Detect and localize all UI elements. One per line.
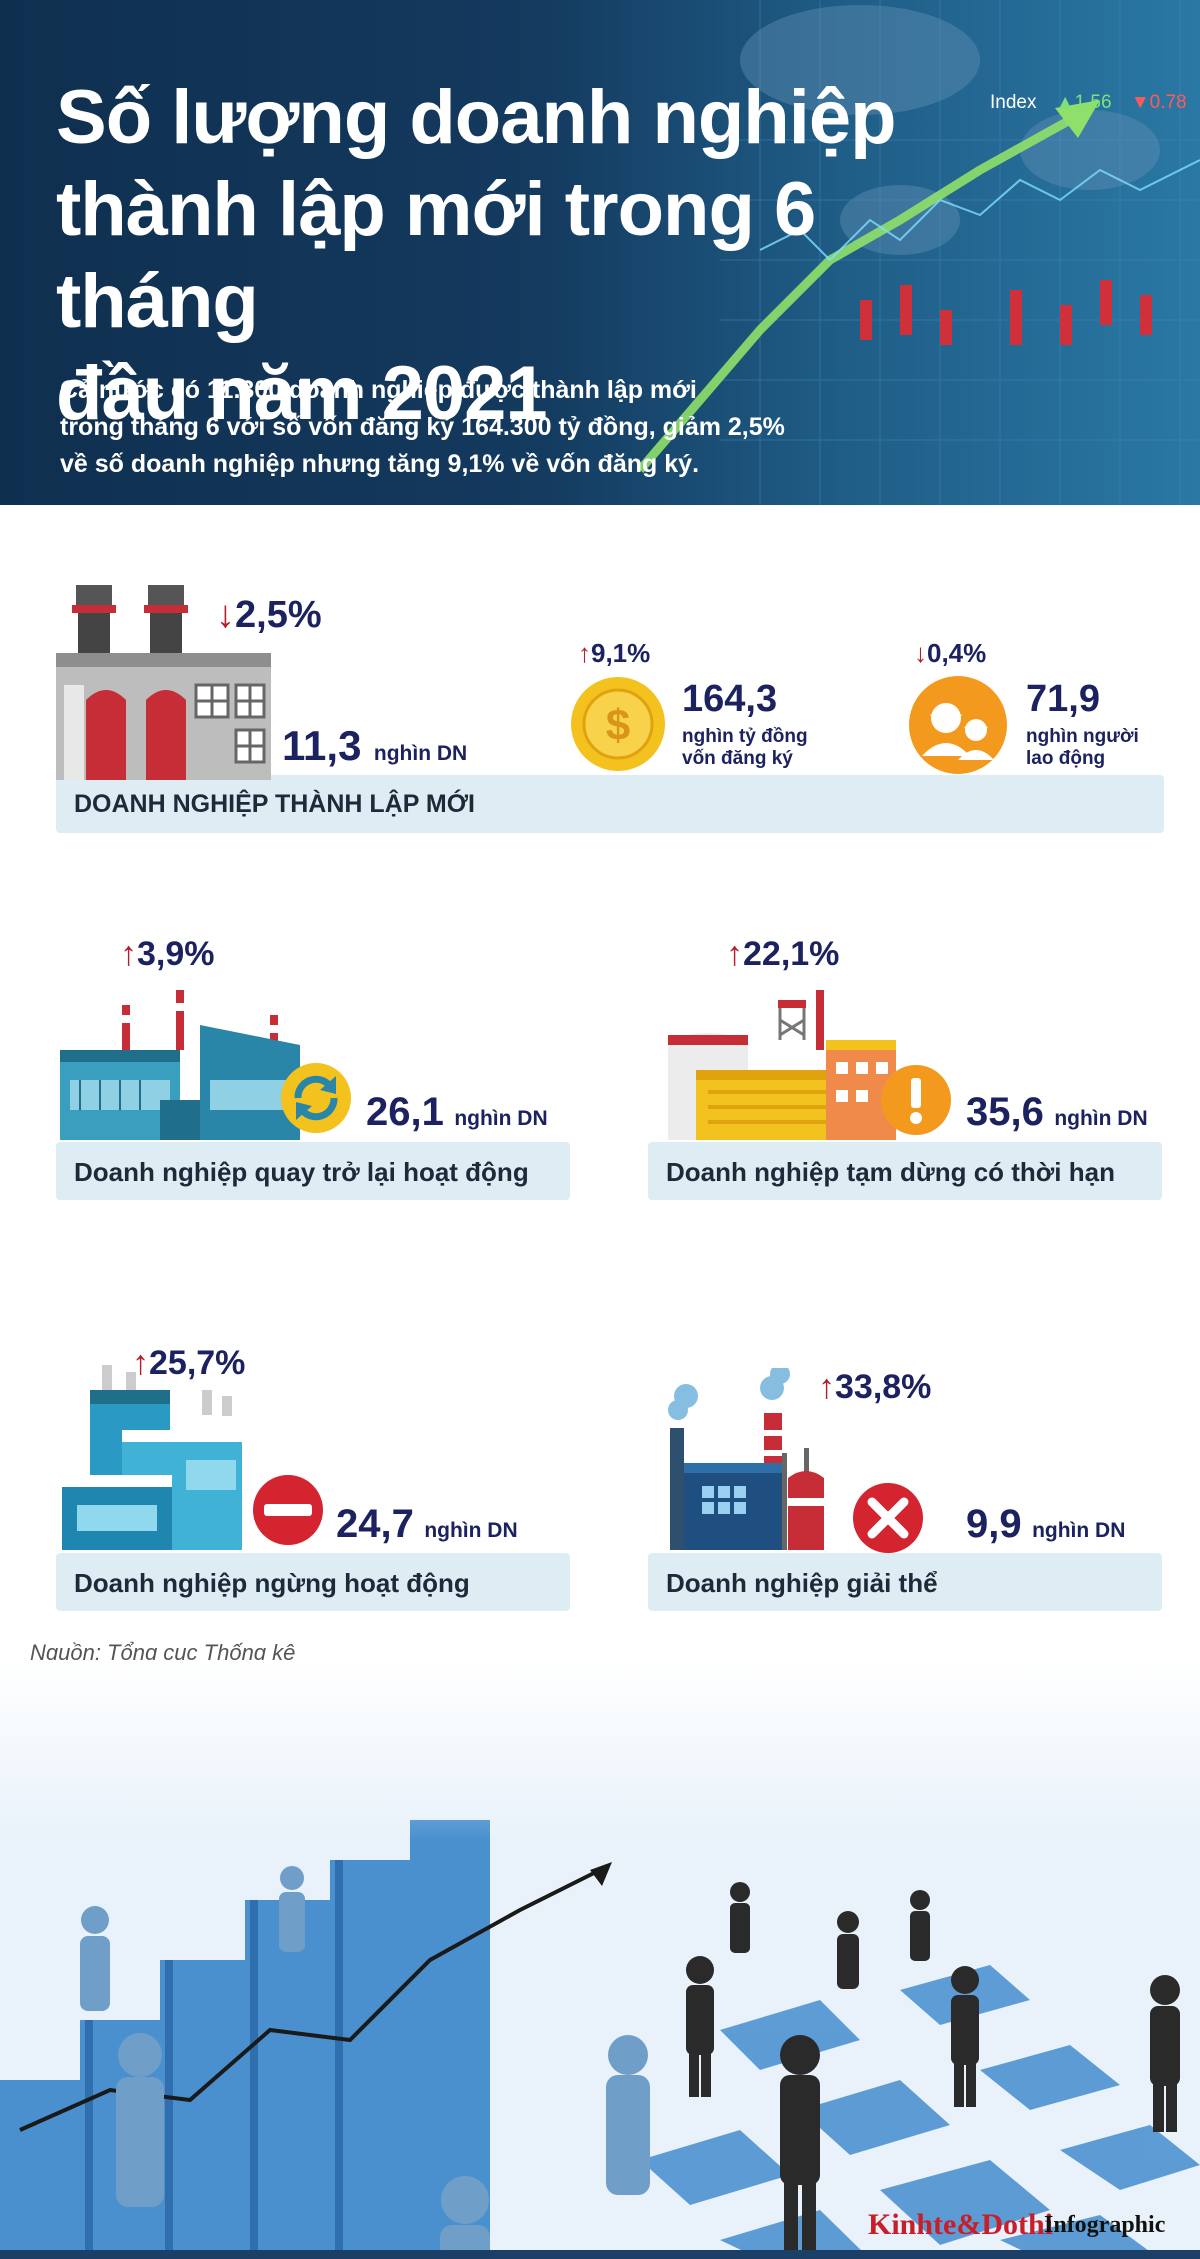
arrow-down-icon: ↓ bbox=[216, 594, 235, 636]
index-up-value: ▲1.56 bbox=[1055, 92, 1112, 113]
suspended-value: 35,6 nghìn DN bbox=[966, 1090, 1148, 1134]
new-enterprises-label: DOANH NGHIỆP THÀNH LẬP MỚI bbox=[74, 790, 475, 818]
capital-change: ↑9,1% bbox=[578, 638, 651, 668]
factory-blue-icon bbox=[60, 990, 300, 1140]
arrow-up-icon: ↑ bbox=[120, 935, 137, 973]
labor-value: 71,9 bbox=[1026, 678, 1100, 720]
title-line-3: đầu năm 2021 bbox=[56, 351, 548, 436]
close-x-icon bbox=[853, 1483, 923, 1553]
index-down-value: ▼0.78 bbox=[1130, 92, 1187, 113]
subtitle-line-2: trong tháng 6 với số vốn đăng ký 164.300… bbox=[60, 413, 785, 441]
title-line-2: thành lập mới trong 6 tháng bbox=[56, 167, 816, 344]
new-enterprises-band bbox=[56, 775, 1164, 833]
dollar-coin-icon: $ bbox=[571, 677, 665, 771]
returning-change: ↑3,9% bbox=[120, 935, 215, 973]
arrow-up-icon: ↑ bbox=[818, 1368, 835, 1406]
page-title: Số lượng doanh nghiệp thành lập mới tron… bbox=[56, 72, 986, 440]
factory-dark-icon bbox=[668, 1368, 824, 1550]
arrow-up-icon: ↑ bbox=[132, 1344, 149, 1382]
capital-unit: nghìn tỷ đồng vốn đăng ký bbox=[682, 726, 808, 769]
business-people-illustration bbox=[0, 1660, 1200, 2259]
new-count-value: 11,3 nghìn DN bbox=[282, 722, 468, 769]
new-count-change: ↓2,5% bbox=[216, 594, 322, 636]
stock-market-background bbox=[636, 0, 1200, 505]
workers-icon bbox=[909, 676, 1007, 774]
svg-text:$: $ bbox=[606, 701, 630, 750]
labor-unit: nghìn người lao động bbox=[1026, 726, 1139, 769]
ceased-label: Doanh nghiệp ngừng hoạt động bbox=[74, 1568, 470, 1598]
warning-icon bbox=[881, 1065, 951, 1135]
suspended-label: Doanh nghiệp tạm dừng có thời hạn bbox=[666, 1157, 1115, 1187]
factory-teal-icon bbox=[62, 1365, 242, 1550]
factory-icon bbox=[56, 585, 271, 780]
arrow-up-icon: ↑ bbox=[578, 638, 591, 668]
ceased-change: ↑25,7% bbox=[132, 1344, 246, 1382]
suspended-change: ↑22,1% bbox=[726, 935, 840, 973]
no-entry-icon bbox=[253, 1475, 323, 1545]
page-subtitle: Cả nước có 11.300 doanh nghiệp được thàn… bbox=[60, 372, 920, 483]
labor-change: ↓0,4% bbox=[914, 638, 987, 668]
dissolved-label: Doanh nghiệp giải thể bbox=[666, 1568, 938, 1598]
returning-label: Doanh nghiệp quay trở lại hoạt động bbox=[74, 1157, 529, 1187]
brand-suffix: Infographic bbox=[1044, 2212, 1166, 2238]
arrow-up-icon: ↑ bbox=[726, 935, 743, 973]
returning-value: 26,1 nghìn DN bbox=[366, 1090, 548, 1134]
dissolved-band bbox=[648, 1553, 1162, 1611]
suspended-band bbox=[648, 1142, 1162, 1200]
index-label: Index bbox=[990, 92, 1037, 113]
returning-band bbox=[56, 1142, 570, 1200]
ceased-band bbox=[56, 1553, 570, 1611]
brand-logo: Kinhte&Dothi bbox=[868, 2208, 1054, 2241]
dissolved-change: ↑33,8% bbox=[818, 1368, 932, 1406]
arrow-down-icon: ↓ bbox=[914, 638, 927, 668]
ceased-value: 24,7 nghìn DN bbox=[336, 1502, 518, 1546]
refresh-icon bbox=[281, 1063, 351, 1133]
capital-value: 164,3 bbox=[682, 678, 778, 720]
title-line-1: Số lượng doanh nghiệp bbox=[56, 75, 897, 160]
dissolved-value: 9,9 nghìn DN bbox=[966, 1502, 1126, 1546]
subtitle-line-1: Cả nước có 11.300 doanh nghiệp được thàn… bbox=[60, 376, 697, 404]
header-banner: Index ▲1.56 ▼0.78 Số lượng doanh nghiệp … bbox=[0, 0, 1200, 505]
subtitle-line-3: về số doanh nghiệp nhưng tăng 9,1% về vố… bbox=[60, 450, 700, 478]
index-ticker: Index ▲1.56 ▼0.78 bbox=[990, 92, 1187, 114]
